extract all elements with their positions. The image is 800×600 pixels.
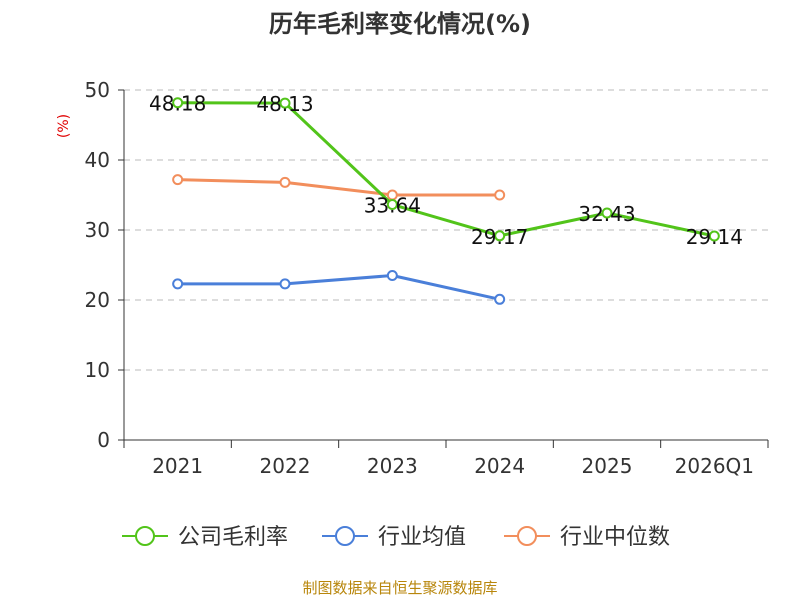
y-tick-label: 10 [85,358,110,382]
data-label: 29.14 [686,225,743,249]
x-tick-label: 2025 [582,454,633,478]
y-tick-label: 50 [85,78,110,102]
y-tick-label: 0 [97,428,110,452]
legend-marker [135,526,155,546]
x-tick-label: 2022 [260,454,311,478]
x-tick-label: 2024 [474,454,525,478]
data-point [494,189,506,201]
y-tick-label: 20 [85,288,110,312]
x-tick-label: 2021 [152,454,203,478]
y-unit-label: (%) [56,114,72,138]
x-tick-label: 2026Q1 [675,454,754,478]
series-line [177,101,715,238]
series-line [177,274,500,301]
data-point [494,230,506,242]
data-point [279,97,291,109]
data-point [386,270,398,281]
source-note: 制图数据来自恒生聚源数据库 [302,579,498,597]
data-label: 29.17 [471,225,528,249]
data-point [279,278,291,290]
data-point [386,199,398,211]
data-point [708,230,720,242]
data-point [172,174,184,186]
legend-label: 行业均值 [378,525,466,550]
legend-marker [517,526,537,546]
data-label: 32.43 [578,202,635,226]
series-line [177,178,500,197]
y-tick-label: 30 [85,218,110,242]
data-label: 48.18 [149,92,206,116]
legend-label: 行业中位数 [560,525,670,550]
legend-marker [335,526,355,546]
data-point [172,278,184,290]
data-point [172,97,184,109]
data-point [494,293,506,305]
legend-label: 公司毛利率 [178,525,288,550]
data-label: 33.64 [364,194,421,218]
data-point [601,207,613,219]
x-tick-label: 2023 [367,454,418,478]
data-label: 48.13 [256,92,313,116]
chart-title: 历年毛利率变化情况(%) [269,10,531,38]
y-tick-label: 40 [85,148,110,172]
data-point [279,176,291,188]
